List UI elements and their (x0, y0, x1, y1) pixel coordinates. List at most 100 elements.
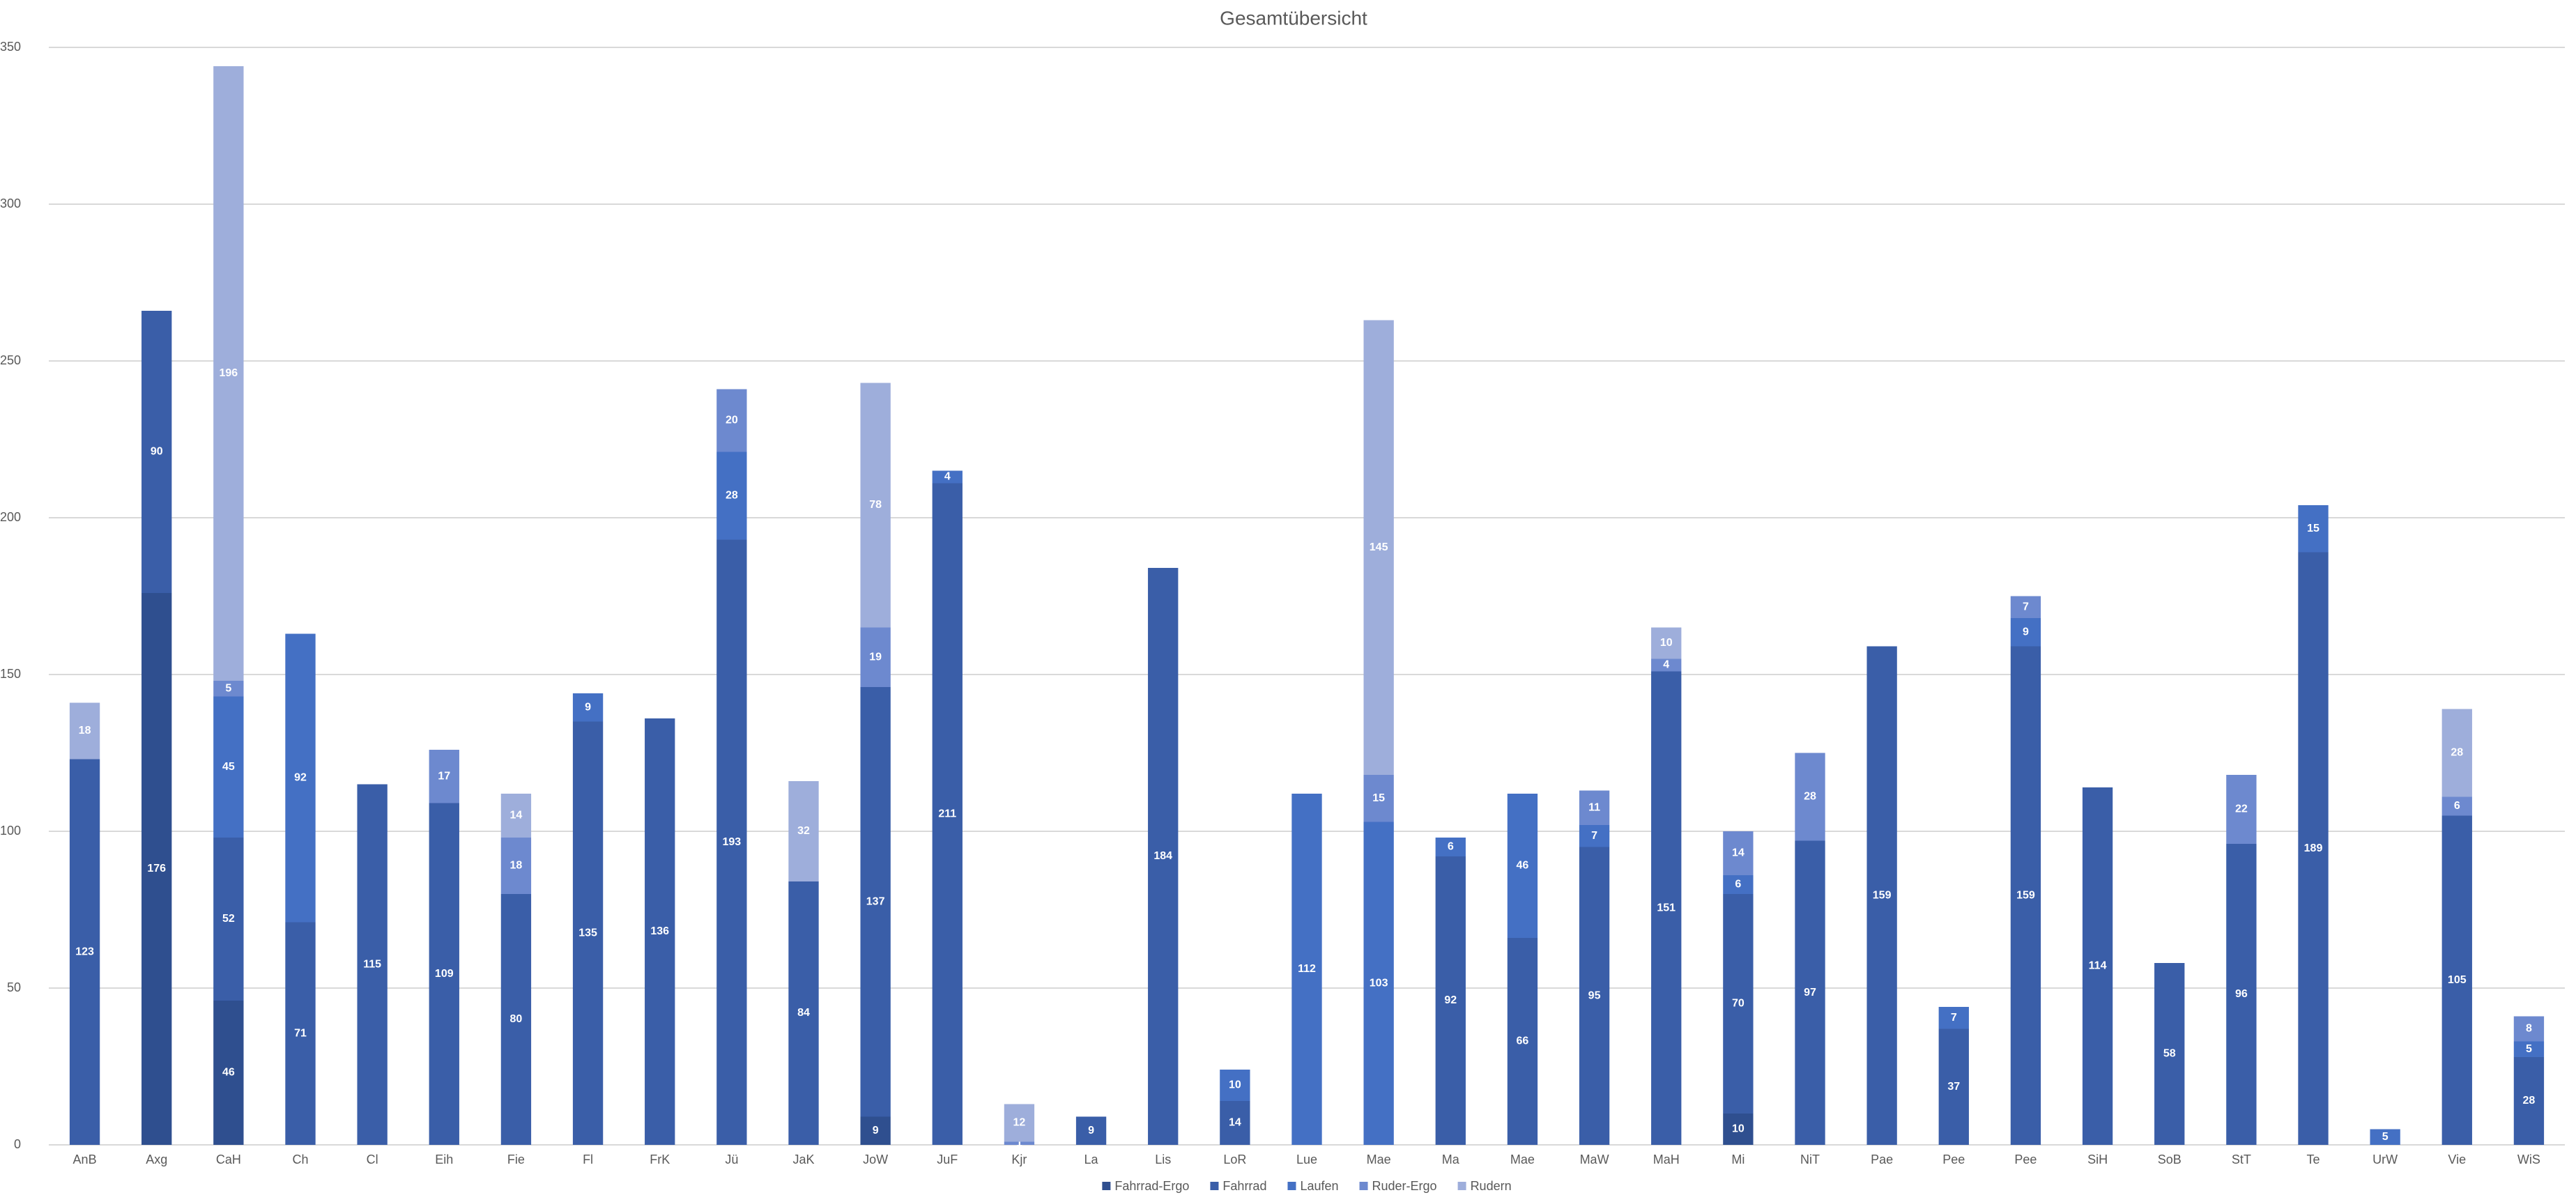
x-tick-label: Jü (725, 1153, 738, 1166)
data-label: 84 (797, 1007, 810, 1019)
x-tick-label: Mae (1510, 1153, 1535, 1166)
data-label: 5 (225, 682, 231, 694)
data-label: 96 (2235, 988, 2248, 1000)
x-tick-label: Fie (507, 1153, 525, 1166)
data-label: 5 (2526, 1043, 2532, 1055)
y-tick-label: 350 (0, 40, 21, 54)
bar-segment (213, 66, 244, 681)
x-tick-label: Fl (583, 1153, 593, 1166)
data-label: 6 (1448, 841, 1454, 853)
bar-segment (860, 1116, 891, 1145)
bar-segment (500, 894, 532, 1145)
data-label: 10 (1660, 637, 1673, 649)
data-label: 15 (1372, 792, 1385, 804)
bar-segment (500, 794, 532, 838)
bar-segment (2513, 1016, 2545, 1042)
bar-segment (932, 483, 963, 1145)
bar-segment (860, 687, 891, 1117)
bar-segment (1435, 856, 1466, 1145)
bar-segment (213, 681, 244, 697)
data-label: 6 (2454, 800, 2460, 812)
bar-segment (2226, 844, 2257, 1145)
data-label: 28 (2523, 1095, 2536, 1107)
bar-segment (285, 633, 316, 923)
bar-segment (2298, 552, 2329, 1145)
data-label: 12 (1013, 1117, 1026, 1129)
bar-segment (932, 470, 963, 484)
bar-segment (2010, 618, 2041, 647)
bar-segment (716, 539, 747, 1145)
x-tick-label: Pee (2014, 1153, 2037, 1166)
bar-segment (645, 718, 675, 1145)
y-tick-label: 50 (7, 980, 21, 994)
data-label: 9 (873, 1125, 879, 1136)
data-label: 66 (1517, 1035, 1529, 1047)
y-tick-label: 150 (0, 667, 21, 681)
data-label: 196 (220, 367, 238, 379)
x-tick-label: Eih (435, 1153, 453, 1166)
bar-segment (1938, 1028, 1969, 1145)
bar-segment (141, 593, 172, 1145)
y-tick-label: 0 (14, 1137, 21, 1151)
bar-segment (2010, 646, 2041, 1145)
data-label: 137 (866, 895, 885, 907)
bar-segment (285, 922, 316, 1145)
x-tick-label: La (1084, 1153, 1099, 1166)
bar-segment (1507, 794, 1538, 938)
y-tick-label: 300 (0, 197, 21, 210)
data-label: 32 (797, 825, 810, 837)
bar-segment (1651, 627, 1682, 659)
data-label: 28 (726, 490, 738, 502)
bar-segment (213, 696, 244, 838)
data-label: 17 (438, 770, 450, 782)
bar-segment (1363, 775, 1394, 822)
bar-segment (860, 627, 891, 687)
data-label: 114 (2089, 960, 2107, 972)
data-label: 97 (1804, 987, 1816, 999)
bar-segment (1651, 658, 1682, 672)
x-tick-label: NiT (1800, 1153, 1820, 1166)
data-label: 92 (1444, 994, 1457, 1006)
data-label: 90 (151, 446, 163, 458)
bar-segment (2441, 796, 2472, 816)
legend-swatch (1457, 1182, 1466, 1190)
data-label: 4 (1663, 659, 1669, 671)
bar-segment (716, 452, 747, 540)
bar-segment (69, 759, 100, 1145)
data-label: 45 (222, 761, 235, 773)
data-label: 11 (1588, 801, 1600, 813)
x-tick-label: Ma (1442, 1153, 1460, 1166)
x-tick-label: Vie (2448, 1153, 2466, 1166)
data-label: 211 (938, 808, 956, 819)
data-label: 115 (363, 958, 381, 970)
bar-segment (1579, 825, 1610, 847)
data-label: 46 (222, 1067, 235, 1079)
x-tick-label: Mae (1367, 1153, 1391, 1166)
bar-segment (357, 784, 388, 1145)
data-label: 15 (2307, 523, 2320, 534)
x-tick-label: AnB (73, 1153, 97, 1166)
data-label: 18 (510, 860, 523, 872)
x-tick-label: UrW (2372, 1153, 2398, 1166)
bar-segment (429, 750, 459, 803)
data-label: 159 (1873, 889, 1892, 901)
bar-segment (2441, 709, 2472, 797)
x-tick-label: Lue (1296, 1153, 1317, 1166)
data-label: 10 (1229, 1079, 1241, 1091)
bar-segment (572, 693, 604, 722)
data-label: 145 (1370, 541, 1388, 553)
data-label: 184 (1153, 850, 1172, 862)
data-label: 14 (1732, 847, 1745, 859)
x-tick-label: JuF (937, 1153, 958, 1166)
bar-segment (572, 721, 604, 1145)
data-label: 136 (650, 925, 669, 937)
bar-segment (2226, 775, 2257, 844)
bar-segment (213, 1001, 244, 1145)
legend-swatch (1210, 1182, 1219, 1190)
bar-segment (2370, 1129, 2400, 1145)
data-label: 123 (75, 946, 94, 957)
legend-swatch (1287, 1182, 1296, 1190)
data-label: 19 (869, 651, 882, 663)
data-label: 176 (147, 863, 166, 874)
